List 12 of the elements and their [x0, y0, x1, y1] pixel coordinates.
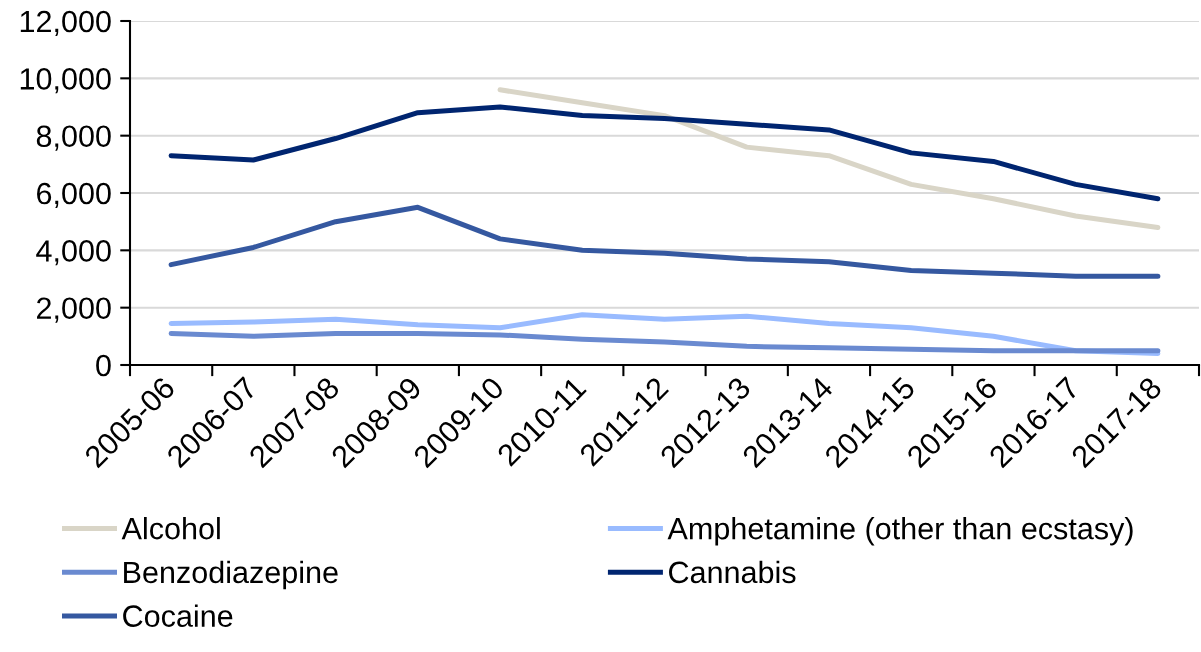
legend-label: Cannabis	[669, 560, 796, 584]
y-tick-label: 12,000	[20, 10, 111, 36]
legend-label: Alcohol	[121, 517, 220, 540]
y-tick-label: 8,000	[36, 125, 111, 151]
legend-label: Cocaine	[123, 604, 233, 627]
legend-label: Benzodiazepine	[124, 560, 338, 590]
y-tick-label: 6,000	[37, 182, 111, 208]
y-tick-label: 0	[96, 354, 111, 377]
legend-label: Amphetamine (other than ecstasy)	[667, 517, 1133, 546]
y-tick-label: 4,000	[36, 240, 111, 266]
y-tick-label: 10,000	[20, 68, 111, 94]
y-tick-label: 2,000	[37, 297, 111, 323]
